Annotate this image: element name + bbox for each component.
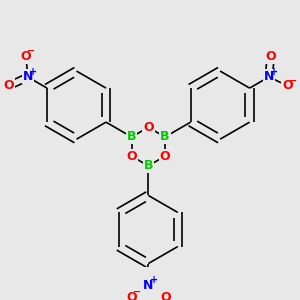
Text: N: N	[22, 70, 33, 83]
Text: O: O	[21, 50, 31, 63]
Text: +: +	[270, 67, 278, 77]
Text: B: B	[160, 130, 170, 143]
Text: O: O	[265, 50, 276, 63]
Text: O: O	[126, 150, 137, 163]
Text: O: O	[143, 121, 154, 134]
Text: −: −	[289, 75, 297, 85]
Text: N: N	[264, 70, 274, 83]
Text: B: B	[127, 130, 136, 143]
Text: −: −	[133, 287, 141, 297]
Text: O: O	[160, 150, 170, 163]
Text: O: O	[160, 291, 171, 300]
Text: O: O	[282, 79, 293, 92]
Text: B: B	[144, 159, 153, 172]
Text: O: O	[126, 291, 136, 300]
Text: N: N	[143, 279, 154, 292]
Text: −: −	[27, 46, 35, 56]
Text: +: +	[29, 67, 37, 77]
Text: +: +	[150, 275, 158, 285]
Text: O: O	[4, 79, 14, 92]
